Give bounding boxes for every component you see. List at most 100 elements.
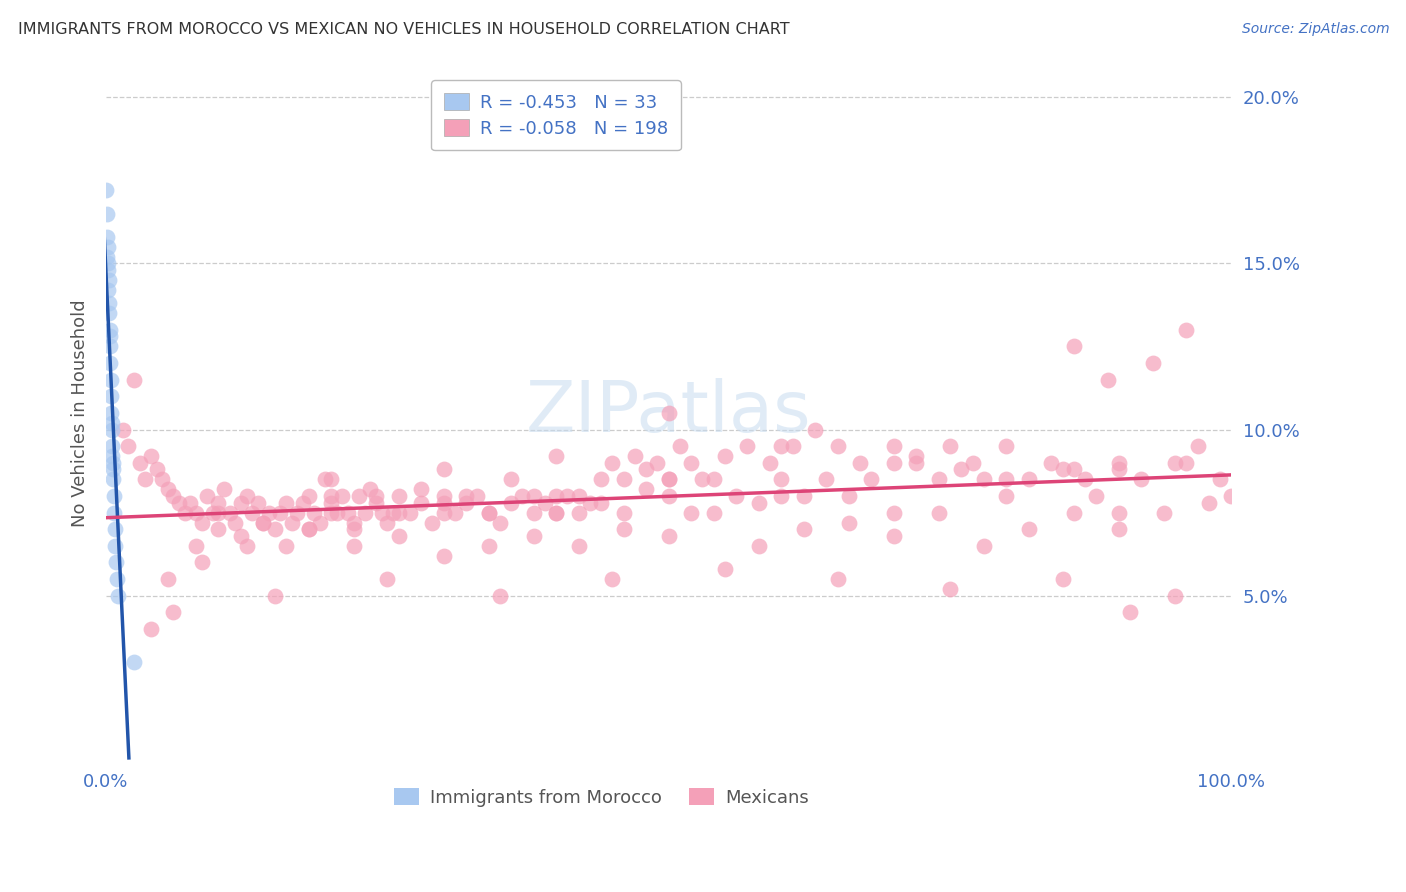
Point xyxy=(104,539,127,553)
Point xyxy=(827,439,849,453)
Point xyxy=(1040,456,1063,470)
Point xyxy=(364,489,387,503)
Point xyxy=(928,472,950,486)
Point xyxy=(184,539,207,553)
Point xyxy=(353,506,375,520)
Point xyxy=(263,522,285,536)
Point xyxy=(681,506,703,520)
Legend: Immigrants from Morocco, Mexicans: Immigrants from Morocco, Mexicans xyxy=(385,779,818,815)
Point xyxy=(179,495,201,509)
Point xyxy=(1097,373,1119,387)
Point xyxy=(252,516,274,530)
Point xyxy=(381,506,404,520)
Point xyxy=(432,506,454,520)
Point xyxy=(512,489,534,503)
Point xyxy=(658,472,681,486)
Point xyxy=(297,522,319,536)
Point xyxy=(105,572,128,586)
Point xyxy=(1063,506,1085,520)
Point xyxy=(602,572,624,586)
Point xyxy=(375,516,398,530)
Point xyxy=(815,472,838,486)
Point xyxy=(557,489,579,503)
Point xyxy=(122,655,145,669)
Point xyxy=(319,472,342,486)
Point xyxy=(252,516,274,530)
Point xyxy=(1052,572,1074,586)
Point xyxy=(995,472,1018,486)
Point xyxy=(103,506,125,520)
Point xyxy=(939,582,962,596)
Point xyxy=(478,506,501,520)
Point xyxy=(995,439,1018,453)
Point xyxy=(96,183,118,197)
Point xyxy=(928,506,950,520)
Point xyxy=(1198,495,1220,509)
Point xyxy=(117,439,139,453)
Point xyxy=(96,250,118,264)
Point xyxy=(370,506,392,520)
Point xyxy=(319,489,342,503)
Point xyxy=(613,506,636,520)
Point xyxy=(134,472,156,486)
Point xyxy=(96,230,118,244)
Point xyxy=(97,240,120,254)
Point xyxy=(883,439,905,453)
Point xyxy=(432,462,454,476)
Point xyxy=(97,263,120,277)
Point xyxy=(973,472,995,486)
Point xyxy=(546,506,568,520)
Point xyxy=(432,495,454,509)
Point xyxy=(308,516,330,530)
Point xyxy=(150,472,173,486)
Point xyxy=(229,495,252,509)
Point xyxy=(1209,472,1232,486)
Point xyxy=(501,495,523,509)
Point xyxy=(838,489,860,503)
Point xyxy=(104,522,127,536)
Point xyxy=(107,589,129,603)
Point xyxy=(883,529,905,543)
Point xyxy=(793,522,815,536)
Point xyxy=(624,449,647,463)
Point xyxy=(229,529,252,543)
Point xyxy=(1187,439,1209,453)
Point xyxy=(100,389,122,403)
Point xyxy=(456,489,478,503)
Point xyxy=(195,489,218,503)
Point xyxy=(1108,506,1130,520)
Point xyxy=(669,439,692,453)
Point xyxy=(235,489,257,503)
Point xyxy=(523,506,546,520)
Point xyxy=(1063,339,1085,353)
Point xyxy=(285,506,308,520)
Point xyxy=(591,495,613,509)
Point xyxy=(263,589,285,603)
Point xyxy=(162,605,184,619)
Point xyxy=(235,539,257,553)
Point xyxy=(1119,605,1142,619)
Point xyxy=(297,522,319,536)
Point xyxy=(173,506,195,520)
Point xyxy=(523,529,546,543)
Point xyxy=(478,539,501,553)
Text: IMMIGRANTS FROM MOROCCO VS MEXICAN NO VEHICLES IN HOUSEHOLD CORRELATION CHART: IMMIGRANTS FROM MOROCCO VS MEXICAN NO VE… xyxy=(18,22,790,37)
Point xyxy=(98,306,121,320)
Point xyxy=(467,489,489,503)
Point xyxy=(190,516,212,530)
Point xyxy=(748,539,770,553)
Point xyxy=(1018,522,1040,536)
Point xyxy=(905,449,928,463)
Point xyxy=(347,489,370,503)
Point xyxy=(962,456,984,470)
Point xyxy=(184,506,207,520)
Point xyxy=(297,489,319,503)
Point xyxy=(128,456,150,470)
Point xyxy=(568,489,591,503)
Point xyxy=(387,529,409,543)
Point xyxy=(1175,456,1198,470)
Point xyxy=(546,489,568,503)
Point xyxy=(1108,522,1130,536)
Point xyxy=(1220,489,1243,503)
Point xyxy=(950,462,973,476)
